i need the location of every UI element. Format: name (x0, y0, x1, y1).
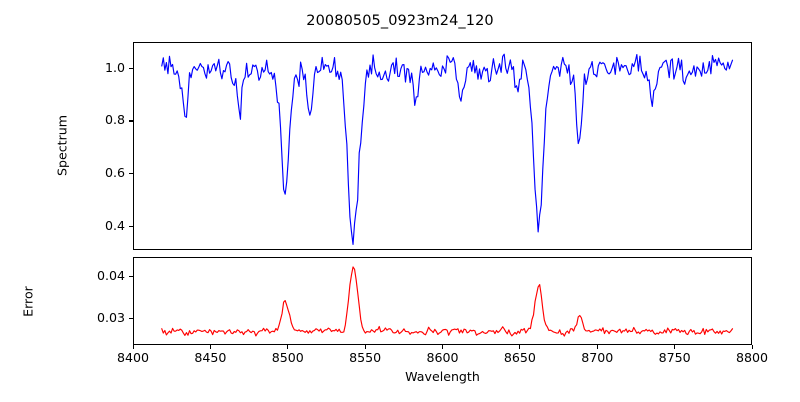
x-tick-mark (596, 345, 598, 349)
y-tick-mark (129, 318, 133, 320)
x-tick-mark (209, 345, 211, 349)
x-tick-mark (674, 345, 676, 349)
page-title: 20080505_0923m24_120 (306, 13, 494, 29)
spectrum-panel (133, 42, 752, 250)
y-tick-mark (129, 67, 133, 69)
error-panel (133, 257, 752, 345)
error-plot-area (134, 258, 751, 344)
error-line (162, 267, 733, 336)
x-axis-label: Wavelength (405, 369, 480, 384)
x-tick-mark (364, 345, 366, 349)
y-tick-mark (129, 120, 133, 122)
x-tick-mark (519, 345, 521, 349)
x-tick-mark (287, 345, 289, 349)
y-tick-mark (129, 225, 133, 227)
y-tick-mark (129, 275, 133, 277)
y-tick-mark (129, 173, 133, 175)
x-tick-mark (132, 345, 134, 349)
spectrum-plot-area (134, 43, 751, 249)
y-axis-label-spectrum: Spectrum (54, 114, 70, 177)
x-tick-mark (751, 345, 753, 349)
x-tick-mark (442, 345, 444, 349)
spectrum-line (162, 54, 733, 244)
y-axis-label-error: Error (20, 286, 36, 317)
